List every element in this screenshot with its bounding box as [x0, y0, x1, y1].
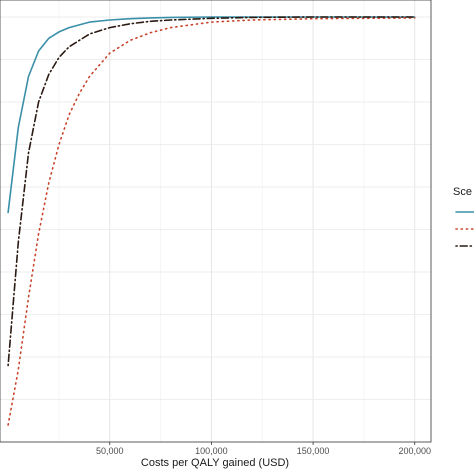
- grid: [0, 0, 431, 442]
- panel-border: [0, 0, 432, 443]
- series-lines: [7, 16, 416, 426]
- x-tick-label: 100,000: [195, 446, 228, 456]
- series-line-3: [7, 16, 416, 367]
- legend: Sce: [453, 186, 474, 247]
- series-line-2: [7, 17, 416, 426]
- x-tick-label: 50,000: [96, 446, 124, 456]
- series-line-1: [7, 16, 416, 214]
- legend-title: Sce: [453, 186, 472, 198]
- x-axis-title: Costs per QALY gained (USD): [141, 457, 289, 469]
- x-tick-label: 200,000: [398, 446, 431, 456]
- x-axis-ticks: 50,000 100,000 150,000 200,000: [96, 442, 431, 456]
- x-tick-label: 150,000: [297, 446, 330, 456]
